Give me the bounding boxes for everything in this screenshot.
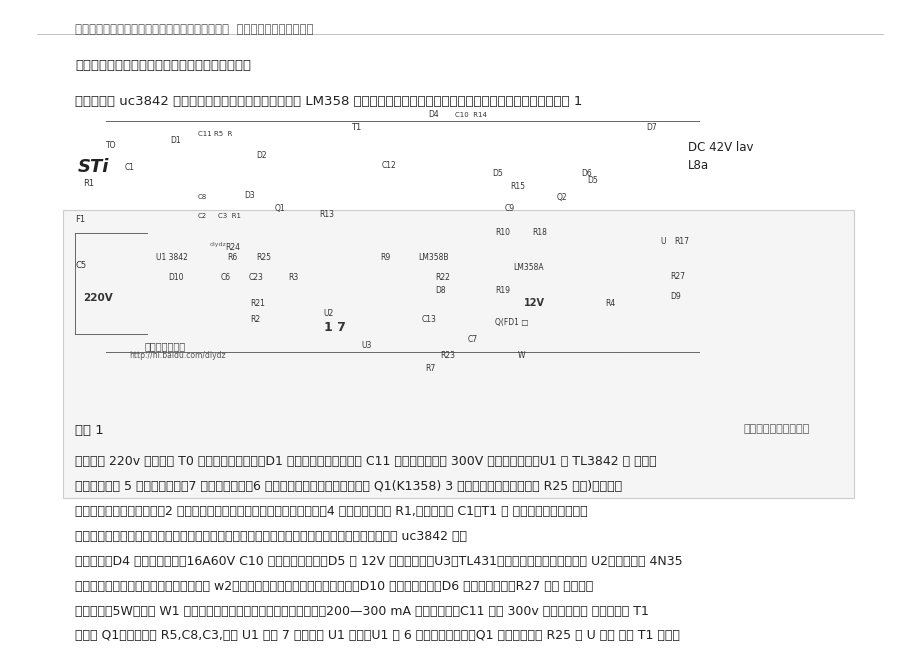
Text: C13: C13	[421, 315, 436, 324]
Text: C3  R1: C3 R1	[218, 213, 241, 219]
Text: L8a: L8a	[687, 159, 709, 172]
Text: 用有三个。第一是把高压脉冲将压为低压脉冲。第二是起到隔离高压的作用，以防触电。第三是为 uc3842 提供: 用有三个。第一是把高压脉冲将压为低压脉冲。第二是起到隔离高压的作用，以防触电。第…	[75, 530, 467, 543]
Bar	[62, 210, 853, 498]
Text: DC 42V lav: DC 42V lav	[687, 141, 753, 154]
Text: C1: C1	[124, 162, 134, 172]
Text: 点击图片在新窗口查看: 点击图片在新窗口查看	[743, 424, 809, 434]
Text: LM358A: LM358A	[513, 263, 543, 272]
Text: C11 R5  R: C11 R5 R	[198, 131, 232, 138]
Text: 市场上最常用的两款电动车充电器电路原理及维修  电动车充电器原理及维修: 市场上最常用的两款电动车充电器电路原理及维修 电动车充电器原理及维修	[75, 23, 313, 36]
Text: Q(FD1 □: Q(FD1 □	[494, 318, 528, 328]
Text: U2: U2	[323, 309, 334, 318]
Text: R21: R21	[250, 299, 265, 308]
Text: U1 3842: U1 3842	[156, 253, 188, 262]
Text: 图表 1: 图表 1	[75, 424, 104, 438]
Text: 1 7: 1 7	[323, 321, 346, 334]
Text: D6: D6	[581, 169, 592, 178]
Text: R18: R18	[531, 228, 546, 237]
Text: R2: R2	[250, 315, 260, 324]
Text: R24: R24	[225, 243, 240, 252]
Text: 12V: 12V	[524, 298, 545, 309]
Text: D10: D10	[168, 272, 184, 282]
Text: U: U	[660, 236, 665, 246]
Text: C7: C7	[467, 335, 477, 344]
Text: 第一种是以 uc3842 驱动场效应管的单管开关电源，配合 LM358 双运放来实现三阶段充电方式。具电原理图和元件参数见图表 1: 第一种是以 uc3842 驱动场效应管的单管开关电源，配合 LM358 双运放来…	[75, 95, 582, 108]
Text: STi: STi	[78, 158, 109, 176]
Text: diydz: diydz	[210, 242, 226, 247]
Text: R1: R1	[83, 179, 94, 188]
Text: R23: R23	[439, 351, 454, 360]
Text: R22: R22	[435, 272, 449, 282]
Text: Q1: Q1	[274, 204, 285, 213]
Text: R27: R27	[669, 272, 684, 281]
Text: TO: TO	[106, 141, 116, 150]
Text: T1: T1	[351, 123, 361, 132]
Text: Q2: Q2	[556, 193, 567, 202]
Text: C12: C12	[381, 160, 396, 170]
Text: R6: R6	[227, 253, 237, 262]
Text: 加载到 Q1。第二路经 R5,C8,C3,达到 U1 的第 7 脚。强迫 U1 启动。U1 的 6 脚输出方波脉冲，Q1 工作，电流经 R25 至 U 地。 同: 加载到 Q1。第二路经 R5,C8,C3,达到 U1 的第 7 脚。强迫 U1 …	[75, 629, 679, 643]
Text: ）起到自动调节充电器电压的作用。调整 w2（微调电阻）可以细调充电器的电压。D10 是电源指示灯。D6 为充电指示灯。R27 是电 流取样电: ）起到自动调节充电器电压的作用。调整 w2（微调电阻）可以细调充电器的电压。D1…	[75, 580, 593, 593]
Text: D4: D4	[427, 110, 438, 119]
Text: C8: C8	[198, 193, 207, 200]
Text: D1: D1	[170, 136, 181, 145]
Text: R25: R25	[255, 253, 270, 262]
Text: D5: D5	[492, 169, 503, 178]
Text: 阻（欧姆，5W）改变 W1 的阻值可以调整充电器转浮充的拐点电流（200—300 mA 通电开始时，C11 上有 300v 左右电压。此 电压一路经 T1: 阻（欧姆，5W）改变 W1 的阻值可以调整充电器转浮充的拐点电流（200—300…	[75, 605, 649, 618]
Text: C23: C23	[248, 272, 263, 282]
Text: D9: D9	[669, 291, 680, 301]
Text: C2: C2	[198, 213, 207, 219]
Text: D7: D7	[645, 123, 656, 132]
Text: 220V: 220V	[83, 293, 112, 303]
Text: C9: C9	[504, 204, 514, 213]
Text: 工作电源。D4 为高频整流管（16A60V C10 为低压滤波电容，D5 为 12V 稳压二极管，U3（TL431）为精密基准电压源，配合 U2（光耦合器 4N: 工作电源。D4 为高频整流管（16A60V C10 为低压滤波电容，D5 为 1…	[75, 555, 682, 568]
Text: W: W	[517, 351, 525, 360]
Text: U3: U3	[361, 341, 371, 350]
Text: D8: D8	[435, 286, 446, 295]
Text: R9: R9	[380, 253, 390, 262]
Text: R3: R3	[288, 272, 298, 282]
Text: D5: D5	[586, 176, 597, 185]
Text: 成毒电子制作网: 成毒电子制作网	[144, 341, 186, 351]
Text: D2: D2	[255, 151, 267, 160]
Text: R13: R13	[319, 210, 334, 219]
Text: 以调整充电器的最大电流。2 脚为电压反馈，可以调节充电器的输出电压。4 脚外接振荡电阻 R1,和振荡电容 C1。T1 为 高频脉冲变压器。其作: 以调整充电器的最大电流。2 脚为电压反馈，可以调节充电器的输出电压。4 脚外接振…	[75, 505, 587, 518]
Text: R4: R4	[605, 299, 615, 308]
Text: R17: R17	[674, 236, 688, 246]
Text: C6: C6	[221, 272, 231, 282]
Text: 集成电路。其 5 脚为电源负极，7 脚为电源正极，6 脚为脉冲输出直接驱动场效应管 Q1(K1358) 3 脚为最大电流限制，调整 R25 欧姆)的阻值可: 集成电路。其 5 脚为电源负极，7 脚为电源正极，6 脚为脉冲输出直接驱动场效应…	[75, 480, 622, 493]
Text: http://hi.baidu.com/diydz: http://hi.baidu.com/diydz	[129, 351, 225, 360]
Text: R10: R10	[494, 228, 509, 237]
Text: F1: F1	[75, 215, 85, 224]
Text: R19: R19	[494, 286, 509, 295]
Text: LM358B: LM358B	[418, 253, 448, 262]
Text: R15: R15	[510, 182, 525, 191]
Text: C5: C5	[75, 261, 86, 270]
Text: 工作原理 220v 交流电经 T0 双向滤波抑制干扰，D1 整流为脉动直流。再经 C11 滤波形成稳定的 300V 左右的直流电。U1 为 TL3842 脉 宽: 工作原理 220v 交流电经 T0 双向滤波抑制干扰，D1 整流为脉动直流。再经…	[75, 455, 656, 468]
Text: C10  R14: C10 R14	[455, 111, 487, 118]
Text: 常用电动车充电器根据电路结构可大致分为两种。: 常用电动车充电器根据电路结构可大致分为两种。	[75, 59, 251, 72]
Text: D3: D3	[244, 191, 255, 200]
Text: R7: R7	[425, 364, 435, 373]
